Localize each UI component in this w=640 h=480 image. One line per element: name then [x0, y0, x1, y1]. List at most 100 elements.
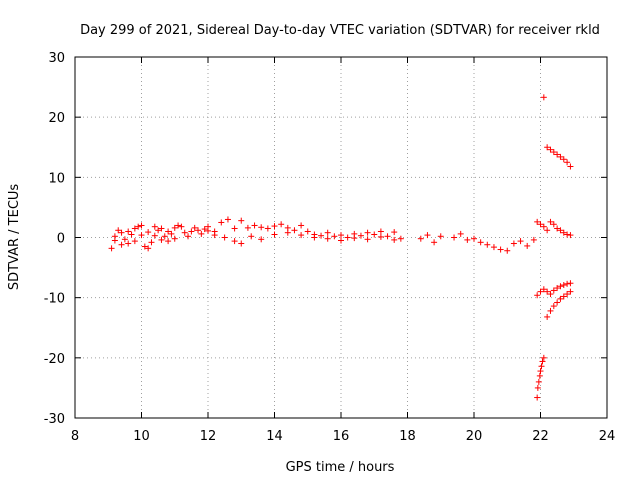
data-point [198, 230, 205, 237]
data-point [377, 228, 384, 235]
data-point [118, 229, 125, 236]
data-point [364, 236, 371, 243]
data-point [471, 235, 477, 242]
data-point [547, 218, 554, 225]
data-point [490, 244, 497, 251]
data-point [364, 229, 371, 236]
data-point [251, 222, 258, 229]
series-outlier [540, 94, 547, 101]
data-point [318, 232, 325, 239]
data-point [424, 232, 431, 239]
data-points [108, 94, 574, 401]
data-point [188, 228, 195, 235]
data-point [557, 295, 564, 302]
y-tick-label: 10 [48, 171, 65, 186]
data-point [517, 238, 524, 245]
data-point [344, 234, 351, 241]
data-point [224, 216, 231, 223]
data-point [338, 237, 344, 244]
y-tick-label: -20 [44, 352, 65, 367]
data-point [205, 223, 211, 230]
data-point [550, 287, 557, 294]
data-point [165, 238, 172, 245]
data-point [550, 303, 557, 310]
data-point [125, 240, 132, 247]
data-point [564, 159, 571, 166]
data-point [145, 245, 152, 252]
data-point [550, 149, 557, 156]
data-point [151, 232, 158, 239]
data-point [121, 236, 128, 243]
data-point [291, 227, 298, 234]
data-point [544, 227, 551, 234]
data-point [540, 94, 547, 101]
data-point [264, 225, 271, 232]
x-tick-label: 22 [532, 429, 549, 444]
data-point [560, 282, 567, 289]
data-point [138, 232, 145, 239]
data-point [391, 236, 398, 243]
y-tick-label: -10 [44, 292, 65, 307]
data-point [397, 235, 404, 242]
data-point [564, 291, 571, 298]
data-point [560, 156, 567, 163]
data-point [538, 363, 545, 370]
data-point [238, 217, 245, 224]
data-point [534, 384, 541, 391]
series-arc-high [544, 144, 574, 170]
data-point [371, 231, 378, 238]
data-point [547, 146, 554, 153]
data-point [271, 231, 278, 238]
data-point [298, 222, 305, 229]
data-point [564, 231, 571, 238]
y-tick-label: 30 [48, 51, 65, 66]
data-point [324, 235, 331, 242]
data-point [537, 368, 544, 375]
data-point [165, 228, 172, 235]
data-point [191, 224, 198, 231]
data-point [567, 163, 574, 170]
data-point [550, 221, 557, 228]
data-point [351, 235, 358, 242]
data-point [417, 235, 424, 242]
data-point [451, 234, 458, 241]
data-point [544, 313, 551, 320]
data-point [391, 229, 398, 236]
data-point [171, 235, 178, 242]
data-point [171, 224, 178, 231]
data-point [161, 233, 168, 240]
y-tick-label: -30 [44, 412, 65, 427]
data-point [125, 228, 132, 235]
data-point [540, 354, 547, 361]
data-point [536, 372, 543, 379]
data-point [557, 283, 564, 290]
series-arc-deep [534, 354, 547, 401]
data-point [258, 224, 265, 231]
data-point [155, 227, 162, 234]
data-point [278, 221, 285, 228]
data-point [554, 225, 561, 232]
data-point [537, 221, 544, 228]
data-point [271, 223, 278, 230]
data-point [131, 238, 138, 245]
data-point [158, 225, 165, 232]
series-segment-midday-2 [211, 229, 398, 247]
data-point [557, 227, 564, 234]
data-point [464, 236, 471, 243]
data-point [357, 232, 364, 239]
data-point [554, 151, 561, 158]
x-axis-label: GPS time / hours [286, 460, 395, 475]
data-point [311, 234, 318, 241]
data-point [567, 288, 574, 295]
data-point [248, 233, 255, 240]
data-point [141, 243, 148, 250]
data-point [535, 378, 542, 385]
data-point [539, 358, 546, 365]
data-point [547, 307, 554, 314]
series-arc-lower-2 [544, 288, 574, 320]
data-point [175, 222, 182, 229]
data-point [181, 229, 188, 236]
data-point [128, 231, 135, 238]
data-point [158, 236, 165, 243]
data-point [304, 228, 311, 235]
